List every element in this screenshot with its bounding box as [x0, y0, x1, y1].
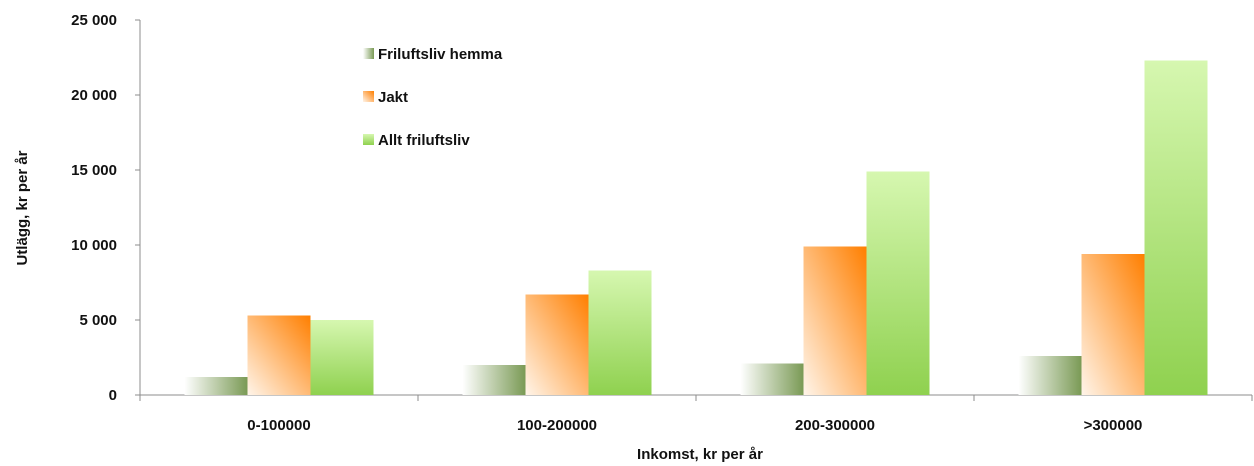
x-tick-label: 0-100000: [247, 417, 310, 434]
bar: [803, 246, 867, 395]
y-axis-title: Utlägg, kr per år: [14, 150, 31, 265]
bar: [866, 171, 930, 395]
x-tick-label: 200-300000: [795, 417, 875, 434]
bar: [310, 320, 374, 395]
y-tick-label: 15 000: [71, 162, 117, 179]
bar: [184, 377, 248, 395]
x-axis-title: Inkomst, kr per år: [637, 446, 763, 463]
legend-label: Friluftsliv hemma: [378, 46, 503, 63]
x-tick-label: 100-200000: [517, 417, 597, 434]
legend-swatch: [363, 134, 374, 145]
y-tick-label: 25 000: [71, 12, 117, 29]
bar: [525, 294, 589, 395]
y-tick-label: 0: [109, 387, 117, 404]
legend-swatch: [363, 91, 374, 102]
bar: [1144, 60, 1208, 395]
legend-label: Allt friluftsliv: [378, 132, 470, 149]
bar: [462, 365, 526, 395]
bars-group: [184, 60, 1208, 395]
x-axis: 0-100000 100-200000 200-300000 >300000: [139, 394, 1253, 434]
bar: [1081, 254, 1145, 395]
y-tick-label: 20 000: [71, 87, 117, 104]
bar: [740, 363, 804, 395]
y-tick-label: 10 000: [71, 237, 117, 254]
legend-swatch: [363, 48, 374, 59]
y-tick-label: 5 000: [79, 312, 117, 329]
y-axis: 0 5 000 10 000 15 000 20 000 25 000: [71, 12, 141, 404]
legend-label: Jakt: [378, 89, 408, 106]
legend: Friluftsliv hemma Jakt Allt friluftsliv: [363, 46, 503, 149]
x-tick-label: >300000: [1084, 417, 1143, 434]
bar: [588, 270, 652, 395]
bar: [247, 315, 311, 395]
bar: [1018, 356, 1082, 395]
